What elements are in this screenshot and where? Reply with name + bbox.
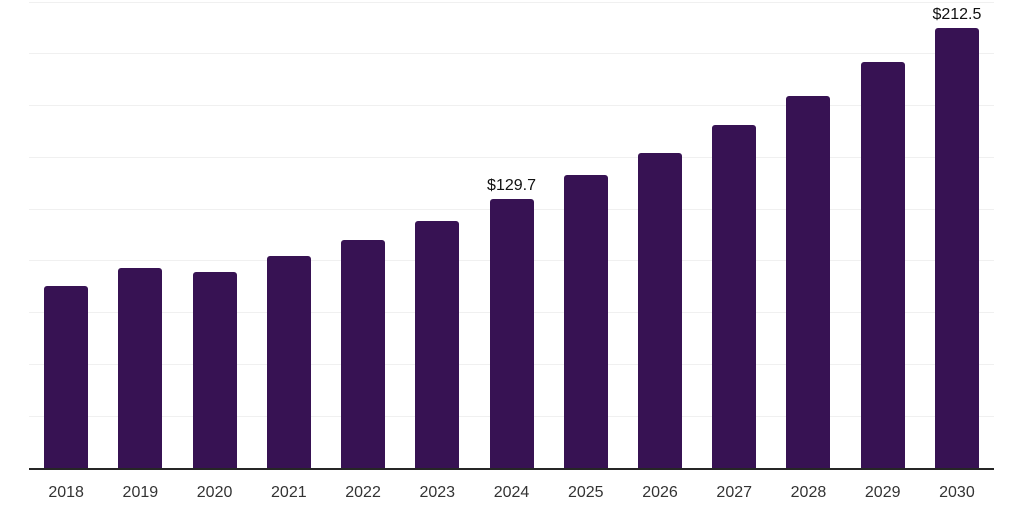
gridline-175 xyxy=(29,105,994,107)
bar-2023 xyxy=(415,221,460,468)
bar-2028 xyxy=(786,96,831,468)
plot-area: $129.7 $212.5 xyxy=(29,1,994,470)
bar-2022 xyxy=(341,239,386,468)
bar-2021 xyxy=(266,255,311,468)
x-tick-label-2023: 2023 xyxy=(419,484,456,501)
x-tick-label-2020: 2020 xyxy=(196,484,233,501)
x-tick-label-2030: 2030 xyxy=(939,484,975,501)
bar-value-label-2030: $212.5 xyxy=(932,5,982,23)
x-tick-label-2025: 2025 xyxy=(567,484,604,501)
x-tick-label-2024: 2024 xyxy=(493,484,530,501)
bar-value-label-2024: $129.7 xyxy=(487,177,536,195)
bars: $129.7 $212.5 xyxy=(29,2,994,468)
bar-2029 xyxy=(860,62,905,468)
x-tick-label-2028: 2028 xyxy=(790,484,827,501)
bar-slot-2030: $212.5 xyxy=(920,2,994,468)
x-tick-label-2022: 2022 xyxy=(345,484,381,501)
bar-2027 xyxy=(712,125,757,468)
gridline-150 xyxy=(29,156,994,158)
bar-slot-2023 xyxy=(400,2,474,468)
x-tick-label-2027: 2027 xyxy=(716,484,753,501)
bar-slot-2021 xyxy=(252,2,326,468)
bar-2025 xyxy=(563,175,608,468)
bar-slot-2026 xyxy=(623,2,697,468)
gridline-200 xyxy=(29,53,994,55)
x-tick-label-2026: 2026 xyxy=(642,484,678,501)
bar-2026 xyxy=(637,153,682,468)
x-tick-label-2029: 2029 xyxy=(864,484,901,501)
bar-slot-2027 xyxy=(697,2,771,468)
x-tick-label-2021: 2021 xyxy=(271,484,307,501)
bar-2020 xyxy=(192,271,237,468)
bar-slot-2020 xyxy=(177,2,251,468)
bar-2019 xyxy=(118,267,163,468)
bar-2030 xyxy=(934,27,979,468)
x-axis-labels: 2018 2019 2020 2021 2022 2023 2024 2025 2026 2027… xyxy=(29,484,994,502)
gridline-225 xyxy=(29,1,994,3)
bar-slot-2019 xyxy=(103,2,177,468)
bar-2024 xyxy=(489,199,534,468)
bar-2018 xyxy=(44,286,89,468)
bar-slot-2029 xyxy=(846,2,920,468)
bar-slot-2024: $129.7 xyxy=(474,2,548,468)
bar-slot-2025 xyxy=(549,2,623,468)
bar-slot-2022 xyxy=(326,2,400,468)
x-tick-label-2019: 2019 xyxy=(122,484,159,501)
bar-slot-2018 xyxy=(29,2,103,468)
x-tick-label-2018: 2018 xyxy=(48,484,84,501)
bar-slot-2028 xyxy=(771,2,845,468)
